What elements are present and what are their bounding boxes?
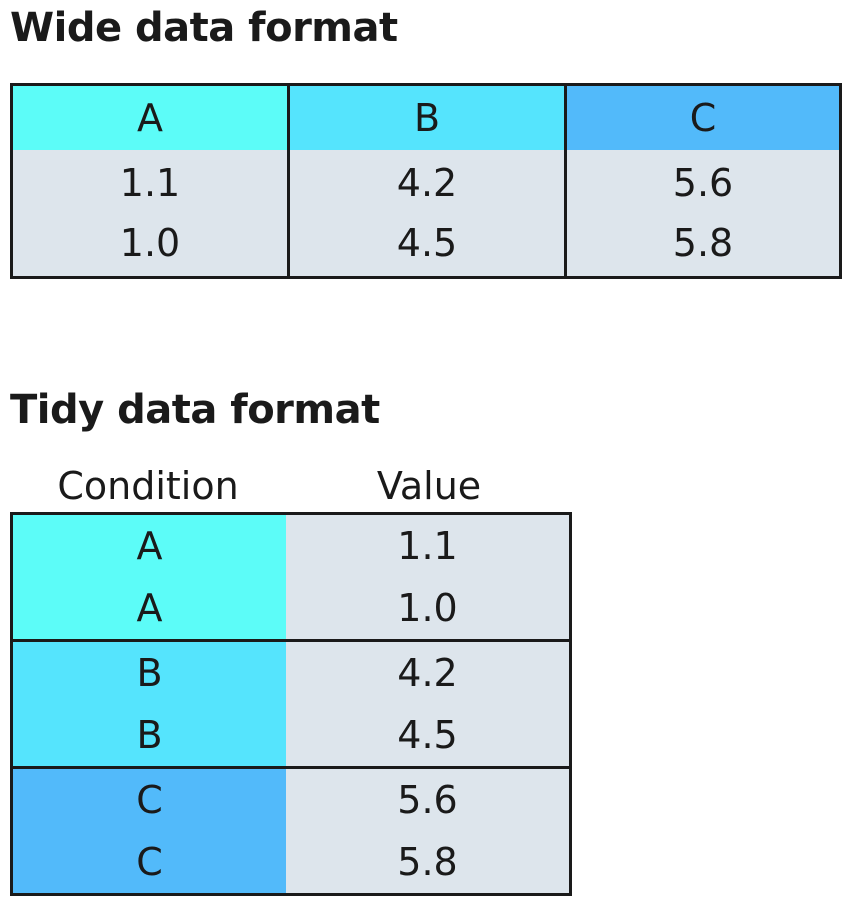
tidy-value-cell: 1.1 1.0 — [286, 515, 569, 639]
tidy-condition: A — [136, 586, 163, 630]
wide-column-c: 5.6 5.8 — [567, 150, 839, 276]
tidy-header: Condition Value — [10, 460, 572, 512]
tidy-group-c: C C 5.6 5.8 — [13, 766, 569, 893]
tidy-value: 1.0 — [397, 586, 458, 630]
tidy-header-value: Value — [376, 464, 482, 508]
tidy-header-condition: Condition — [57, 464, 239, 508]
wide-cell: 1.1 — [119, 161, 181, 205]
tidy-value-cell: 4.2 4.5 — [286, 642, 569, 766]
tidy-value-cell: 5.6 5.8 — [286, 769, 569, 893]
wide-column-a: 1.1 1.0 — [13, 150, 290, 276]
tidy-value: 4.2 — [397, 651, 458, 695]
tidy-condition-cell: A A — [13, 515, 286, 639]
tidy-format-title: Tidy data format — [10, 387, 380, 433]
tidy-value: 4.5 — [397, 713, 458, 757]
wide-table: A B C 1.1 1.0 4.2 4.5 5.6 5.8 — [10, 83, 842, 279]
tidy-condition: A — [136, 524, 163, 568]
wide-cell: 4.5 — [396, 221, 458, 265]
tidy-group-a: A A 1.1 1.0 — [13, 515, 569, 639]
tidy-condition: B — [136, 713, 163, 757]
tidy-group-b: B B 4.2 4.5 — [13, 639, 569, 766]
tidy-value: 5.6 — [397, 778, 458, 822]
wide-header-b: B — [290, 86, 567, 150]
tidy-value: 5.8 — [397, 840, 458, 884]
wide-header-a: A — [13, 86, 290, 150]
wide-format-title: Wide data format — [10, 5, 398, 51]
tidy-condition: C — [136, 840, 163, 884]
tidy-condition: B — [136, 651, 163, 695]
wide-header-c: C — [567, 86, 839, 150]
tidy-condition-cell: C C — [13, 769, 286, 893]
wide-cell: 5.8 — [672, 221, 734, 265]
tidy-table: A A 1.1 1.0 B B 4.2 4.5 C C 5. — [10, 512, 572, 896]
wide-column-b: 4.2 4.5 — [290, 150, 567, 276]
tidy-value: 1.1 — [397, 524, 458, 568]
wide-cell: 4.2 — [396, 161, 458, 205]
wide-cell: 1.0 — [119, 221, 181, 265]
tidy-condition: C — [136, 778, 163, 822]
wide-cell: 5.6 — [672, 161, 734, 205]
tidy-condition-cell: B B — [13, 642, 286, 766]
